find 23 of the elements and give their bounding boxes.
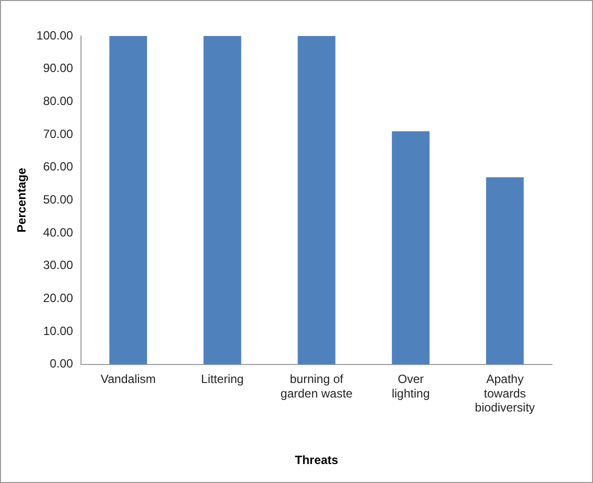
y-tick-label: 90.00 xyxy=(43,61,74,76)
x-axis-title: Threats xyxy=(294,453,339,468)
x-tick-label: Vandalism xyxy=(100,372,156,386)
x-tick-label: burning of garden waste xyxy=(280,372,353,400)
y-tick-label: 50.00 xyxy=(43,192,74,207)
x-tick-label: Over lighting xyxy=(392,372,430,400)
y-tick-label: 10.00 xyxy=(43,324,74,338)
y-tick-label: 80.00 xyxy=(43,94,74,108)
y-tick-label: 40.00 xyxy=(43,225,74,240)
y-tick-label: 20.00 xyxy=(43,291,74,306)
bar xyxy=(486,177,524,364)
y-tick-label: 60.00 xyxy=(43,160,74,174)
bar xyxy=(204,36,242,364)
y-tick-label: 100.00 xyxy=(36,28,74,42)
bar xyxy=(109,36,148,364)
x-tick-label: Littering xyxy=(201,372,244,386)
bar xyxy=(392,131,430,364)
y-tick-label: 30.00 xyxy=(43,258,74,272)
y-tick-label: 0.00 xyxy=(50,356,74,371)
x-tick-label: Apathy towards biodiversity xyxy=(474,372,535,415)
y-axis-title: Percentage xyxy=(14,168,29,233)
bar xyxy=(298,36,336,364)
y-tick-label: 70.00 xyxy=(43,126,74,141)
